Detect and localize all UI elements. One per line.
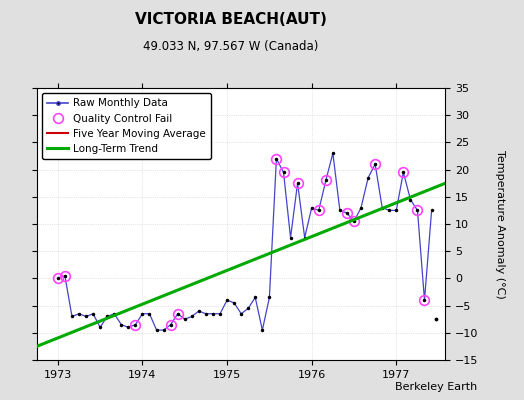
Text: 49.033 N, 97.567 W (Canada): 49.033 N, 97.567 W (Canada) [143, 40, 318, 53]
Legend: Raw Monthly Data, Quality Control Fail, Five Year Moving Average, Long-Term Tren: Raw Monthly Data, Quality Control Fail, … [42, 93, 211, 159]
Text: VICTORIA BEACH(AUT): VICTORIA BEACH(AUT) [135, 12, 326, 27]
Y-axis label: Temperature Anomaly (°C): Temperature Anomaly (°C) [495, 150, 505, 298]
Text: Berkeley Earth: Berkeley Earth [395, 382, 477, 392]
